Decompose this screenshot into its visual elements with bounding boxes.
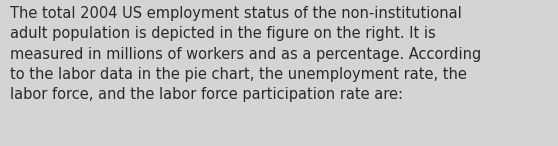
Text: The total 2004 US employment status of the non-institutional
adult population is: The total 2004 US employment status of t… (10, 6, 482, 102)
